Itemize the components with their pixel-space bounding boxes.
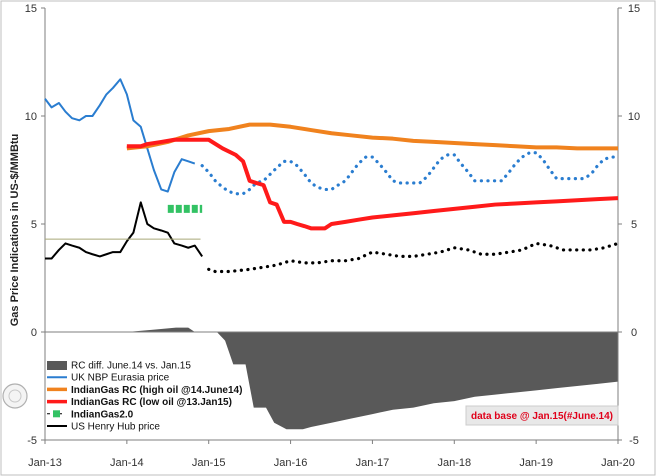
y-tick-label: -5	[27, 435, 37, 447]
series-rc-diff-june-14-vs-jan-15	[126, 327, 618, 430]
legend-label: IndianGas2.0	[71, 409, 134, 420]
x-tick-label: Jan-17	[356, 457, 390, 469]
data-base-note: data base @ Jan.15(#June.14)	[465, 405, 619, 426]
research-logo	[2, 383, 28, 409]
note-box	[465, 405, 619, 426]
y-tick-label: 15	[25, 3, 37, 15]
legend-swatch	[47, 361, 67, 370]
legend-item-indiangas-rc-high-oil-14-june14: IndianGas RC (high oil @14.June14)	[47, 385, 242, 396]
y-tick-label-right: 0	[631, 327, 637, 339]
series-us-henry-hub-price	[45, 201, 203, 260]
series-uk-nbp-eurasia-price-forward	[200, 151, 620, 196]
legend-marker	[53, 410, 60, 418]
legend-item-uk-nbp-eurasia-price: UK NBP Eurasia price	[47, 373, 170, 384]
legend-item-indiangas2-0: IndianGas2.0	[47, 409, 134, 420]
area-layer	[126, 327, 618, 430]
note-text: data base @ Jan.15(#June.14)	[471, 411, 613, 422]
x-tick-label: Jan-20	[601, 457, 635, 469]
y-axis-label: Gas Price Indications in US-$/MMBtu	[9, 134, 21, 327]
y-tick-label-right: 5	[631, 219, 637, 231]
x-tick-label: Jan-16	[274, 457, 308, 469]
y-tick-label-right: -5	[629, 435, 639, 447]
x-tick-label: Jan-14	[110, 457, 144, 469]
y-tick-label: 5	[31, 219, 37, 231]
y-tick-label: 10	[25, 111, 37, 123]
legend-label: IndianGas RC (high oil @14.June14)	[71, 385, 242, 396]
x-tick-label: Jan-13	[28, 457, 62, 469]
series-uk-nbp-eurasia-price	[44, 78, 196, 193]
legend-item-us-henry-hub-price: US Henry Hub price	[47, 422, 160, 433]
legend-label: UK NBP Eurasia price	[71, 373, 170, 384]
legend-label: US Henry Hub price	[71, 422, 160, 433]
legend-label: RC diff. June.14 vs. Jan.15	[71, 361, 191, 372]
series-indiangas-rc-high-oil-14-june14	[126, 122, 618, 151]
x-tick-label: Jan-15	[192, 457, 226, 469]
y-tick-label-right: 15	[628, 3, 640, 15]
y-tick-label: 0	[31, 327, 37, 339]
series-us-henry-hub-price-forward	[207, 241, 620, 274]
y-tick-label-right: 10	[628, 111, 640, 123]
axis-layer: -5 0 5 10 15 -5 0 5 10 15 Jan-13 Jan-14 Jan-15 Jan-16…	[25, 3, 640, 469]
x-tick-label: Jan-19	[519, 457, 553, 469]
x-tick-label: Jan-18	[437, 457, 471, 469]
series-layer	[44, 78, 620, 274]
series-indiangas-rc-low-oil-13-jan15	[126, 137, 619, 231]
legend-item-rc-diff-june-14-vs-jan-15: RC diff. June.14 vs. Jan.15	[47, 361, 191, 372]
legend-item-indiangas-rc-low-oil-13-jan15: IndianGas RC (low oil @13.Jan15)	[47, 397, 232, 408]
legend-label: IndianGas RC (low oil @13.Jan15)	[71, 397, 232, 408]
